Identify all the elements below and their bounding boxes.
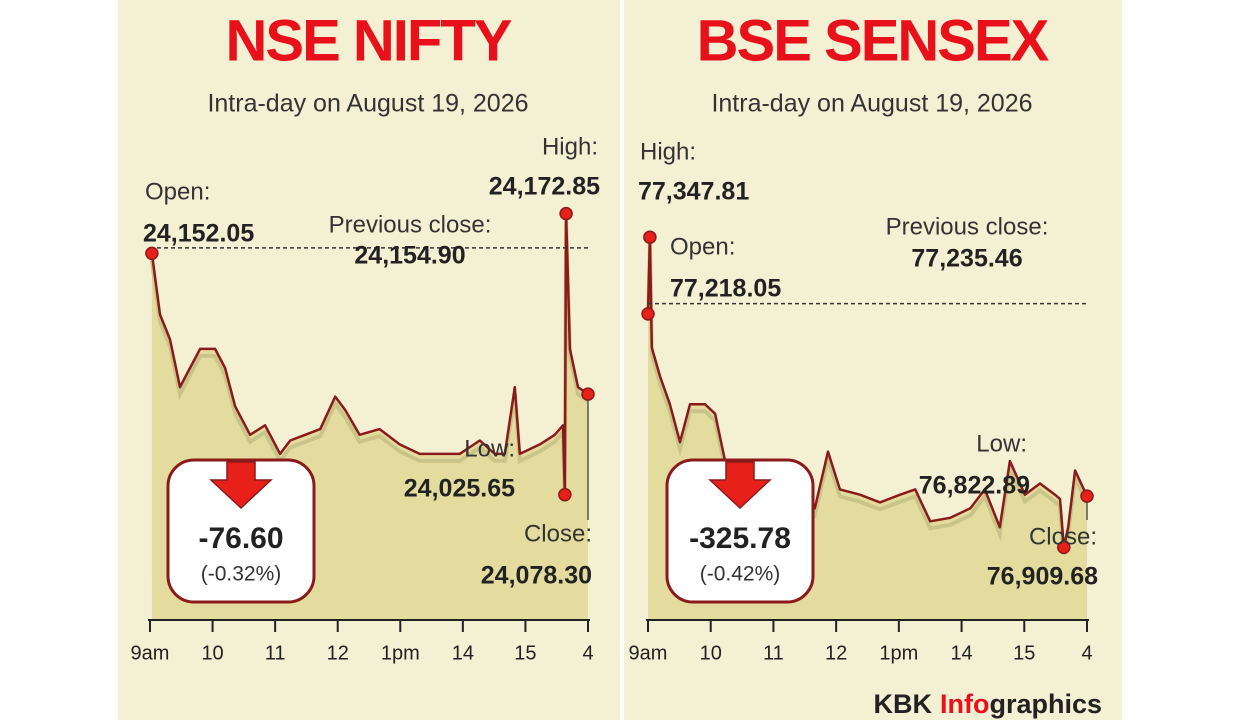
key-point xyxy=(581,387,595,401)
key-point-value: 24,078.30 xyxy=(481,562,592,590)
price-line xyxy=(150,212,589,496)
key-point-label: Open: xyxy=(670,233,735,260)
key-point xyxy=(1080,489,1094,503)
divider xyxy=(620,0,624,720)
key-point xyxy=(558,487,572,502)
footer: KBK Infographics xyxy=(873,689,1102,719)
footer-brand: KBK xyxy=(873,689,932,719)
x-tick-label: 14 xyxy=(950,642,972,664)
x-tick-label: 15 xyxy=(514,642,536,664)
key-point-label: Open: xyxy=(145,178,210,205)
key-point-value: 77,347.81 xyxy=(638,178,749,206)
change-box xyxy=(665,458,815,604)
x-tick-label: 9am xyxy=(131,642,170,664)
line-shadow xyxy=(646,244,1089,555)
chart-title: BSE SENSEX xyxy=(697,8,1050,73)
x-tick-label: 4 xyxy=(582,642,593,664)
key-point-value: 76,909.68 xyxy=(987,563,1098,591)
x-tick-label: 1pm xyxy=(381,642,420,664)
key-point xyxy=(145,246,159,261)
key-point-label: Close: xyxy=(524,520,592,547)
reference-value: 77,235.46 xyxy=(911,245,1022,273)
footer-accent: Info xyxy=(940,689,989,719)
change-percent: (-0.32%) xyxy=(201,563,282,586)
key-point xyxy=(559,206,573,221)
reference-value: 24,154.90 xyxy=(354,242,465,270)
change-box xyxy=(166,458,316,604)
x-tick-label: 11 xyxy=(265,642,286,664)
x-tick-label: 11 xyxy=(763,642,784,664)
price-line xyxy=(646,235,1089,549)
x-tick-label: 12 xyxy=(327,642,349,664)
line-shadow xyxy=(149,220,590,502)
reference-label: Previous close: xyxy=(886,213,1049,240)
key-point-value: 76,822.89 xyxy=(919,472,1030,500)
key-point xyxy=(643,230,657,244)
down-arrow xyxy=(708,461,772,510)
key-point-value: 24,025.65 xyxy=(404,475,515,503)
chart-subtitle: Intra-day on August 19, 2026 xyxy=(207,90,528,118)
key-point-label: Close: xyxy=(1029,523,1097,550)
footer-rest: graphics xyxy=(989,689,1102,719)
down-arrow xyxy=(209,461,273,510)
key-point xyxy=(641,307,655,321)
chart-subtitle: Intra-day on August 19, 2026 xyxy=(711,90,1032,118)
change-value: -76.60 xyxy=(198,522,283,555)
x-tick-label: 4 xyxy=(1081,642,1092,664)
key-point-value: 24,152.05 xyxy=(143,220,254,248)
key-point-value: 24,172.85 xyxy=(489,173,600,201)
reference-label: Previous close: xyxy=(329,211,492,238)
key-point xyxy=(1057,540,1071,555)
key-point-label: Low: xyxy=(976,430,1027,457)
key-point-label: Low: xyxy=(464,435,515,462)
x-tick-label: 12 xyxy=(825,642,847,664)
change-value: -325.78 xyxy=(689,522,791,555)
x-tick-label: 15 xyxy=(1013,642,1035,664)
chart-title: NSE NIFTY xyxy=(226,8,512,73)
x-tick-label: 9am xyxy=(629,642,668,664)
key-point-value: 77,218.05 xyxy=(670,275,781,303)
change-percent: (-0.42%) xyxy=(700,563,781,586)
key-point-label: High: xyxy=(542,133,598,160)
x-tick-label: 10 xyxy=(700,642,722,664)
key-point-label: High: xyxy=(640,138,696,165)
x-tick-label: 14 xyxy=(452,642,474,664)
x-tick-label: 1pm xyxy=(879,642,918,664)
x-tick-label: 10 xyxy=(201,642,223,664)
